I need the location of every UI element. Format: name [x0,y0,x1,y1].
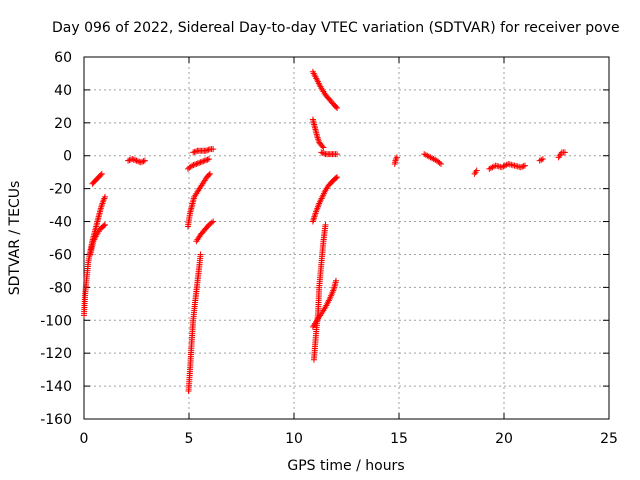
data-point [98,170,105,177]
data-point [522,162,528,169]
x-tick-label: 15 [390,431,408,447]
data-point [320,144,327,151]
data-point [125,157,132,164]
y-axis-label: SDTVAR / TECUs [7,181,23,296]
data-point [193,160,200,167]
axis-ticks: -160 -140 -120 -100 -80 -60 -40 -20 0 20 40 60 0 5 10 1… [40,50,618,447]
data-point [133,157,140,164]
data-point [210,146,217,153]
data-point [393,154,400,161]
data-point [140,158,147,165]
data-point [139,158,146,165]
data-point [207,170,213,177]
plot-area-border [83,56,610,420]
data-point [202,147,209,154]
data-point [205,156,212,163]
data-point [519,163,526,170]
data-point [190,162,197,169]
data-point [189,162,196,169]
y-tick-label: 60 [54,50,72,66]
data-point [97,171,104,178]
data-point [130,156,137,163]
data-point [100,222,107,229]
data-point [129,156,136,163]
data-point [134,158,141,165]
chart-title: Day 096 of 2022, Sidereal Day-to-day VTE… [52,20,620,36]
y-tick-label: -120 [40,346,72,362]
data-point [193,148,199,155]
y-tick-label: -80 [49,280,72,296]
y-tick-label: -160 [40,412,72,428]
data-point [318,149,325,156]
x-tick-label: 20 [495,431,513,447]
data-point [517,164,524,171]
x-tick-label: 10 [285,431,303,447]
data-point [102,221,108,228]
data-point [137,159,144,166]
data-point [132,157,139,164]
data-point [334,105,341,112]
data-point [197,251,204,258]
data-point [191,148,198,155]
y-tick-label: 20 [54,116,72,132]
data-point [191,161,198,168]
data-point [436,159,443,166]
data-point [333,277,339,284]
data-point [200,158,207,165]
data-point [205,146,212,153]
data-point [204,156,211,163]
data-point [208,219,215,226]
data-point [198,158,205,165]
data-point [319,149,326,156]
data-point [321,150,328,157]
y-tick-label: 0 [63,149,72,165]
data-point [520,163,527,170]
data-point [319,143,326,150]
data-point [126,157,133,164]
data-point [334,151,341,158]
x-tick-label: 0 [80,431,89,447]
y-tick-label: -60 [49,247,72,263]
data-point [438,160,444,167]
data-point [141,157,148,164]
data-point [194,160,201,167]
y-tick-label: 40 [54,83,72,99]
data-point [539,156,546,163]
data-point [204,147,211,154]
data-point [334,174,341,181]
data-point [197,159,204,166]
data-point [201,157,208,164]
data-point [190,149,197,156]
data-points [81,68,568,395]
y-tick-label: -140 [40,379,72,395]
data-point [473,167,480,174]
data-point [203,157,210,164]
data-point [205,171,212,178]
x-tick-label: 5 [185,431,194,447]
data-point [561,149,568,156]
data-point [210,218,217,225]
data-point [333,103,339,110]
data-point [196,159,203,166]
y-tick-label: -100 [40,313,72,329]
data-point [102,193,108,200]
data-point [322,221,329,228]
x-axis-label: GPS time / hours [287,458,404,474]
x-tick-label: 25 [600,431,618,447]
y-tick-label: -40 [49,215,72,231]
data-point [333,174,339,181]
y-tick-label: -20 [49,182,72,198]
